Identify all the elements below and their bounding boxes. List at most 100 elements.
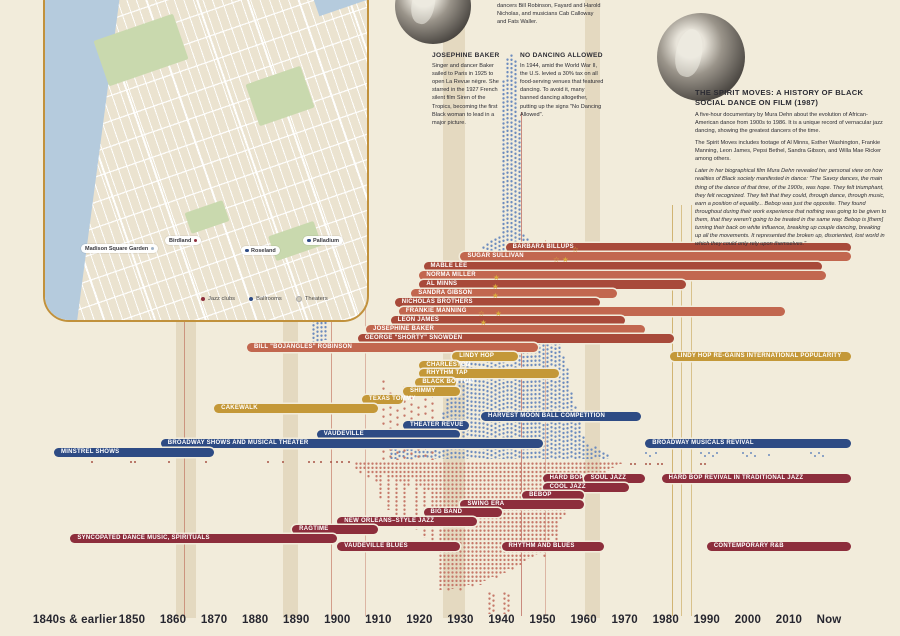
legend-dot-icon bbox=[295, 296, 302, 302]
timeline-bar-hard-bop-revival-in-traditional-jazz[interactable]: HARD BOP REVIVAL IN TRADITIONAL JAZZ bbox=[661, 474, 851, 483]
map-label-birdland[interactable]: Birdland bbox=[165, 236, 202, 245]
map-label-palladium[interactable]: Palladium bbox=[303, 236, 343, 245]
timeline-bar-cakewalk[interactable]: CAKEWALK bbox=[214, 404, 379, 413]
timeline-bar-rhythm-and-blues[interactable]: RHYTHM AND BLUES bbox=[501, 542, 605, 551]
timeline-bar-broadway-shows-and-musical-theater[interactable]: BROADWAY SHOWS AND MUSICAL THEATER bbox=[160, 439, 543, 448]
density-dot-column bbox=[542, 462, 546, 558]
density-dot-column bbox=[598, 462, 602, 477]
timeline-bar-ragtime[interactable]: RAGTIME bbox=[292, 525, 379, 534]
star-icon: ☆ bbox=[478, 309, 485, 318]
timeline-bar-vaudeville[interactable]: VAUDEVILLE bbox=[316, 430, 461, 439]
axis-tick-1960: 1960 bbox=[570, 614, 597, 626]
density-dot-column bbox=[422, 462, 426, 538]
bar-label: LINDY HOP RE-GAINS INTERNATIONAL POPULAR… bbox=[676, 353, 842, 360]
star-icon: ★ bbox=[562, 255, 569, 264]
density-dot-column bbox=[537, 250, 541, 459]
axis-tick-1950: 1950 bbox=[529, 614, 556, 626]
timeline-bar-bill-bojangles-robinson[interactable]: BILL "BOJANGLES" ROBINSON bbox=[246, 343, 539, 352]
axis-tick-2010: 2010 bbox=[775, 614, 803, 626]
venues-map[interactable]: Birdland Palladium Madison Square Garden… bbox=[43, 0, 369, 322]
timeline-bar-big-band[interactable]: BIG BAND bbox=[423, 508, 502, 517]
bar-label: NICHOLAS BROTHERS bbox=[401, 299, 473, 306]
decor-guide-line bbox=[681, 205, 682, 616]
bar-label: SYNCOPATED DANCE MUSIC, SPIRITUALS bbox=[77, 535, 210, 542]
timeline-bar-george-shorty-snowden[interactable]: GEORGE "SHORTY" SNOWDEN bbox=[357, 334, 674, 343]
axis-tick-1930: 1930 bbox=[447, 614, 474, 626]
timeline-bar-lindy-hop[interactable]: LINDY HOP bbox=[452, 352, 518, 361]
density-dot-column bbox=[594, 462, 598, 480]
bar-label: AL MINNS bbox=[426, 281, 458, 288]
density-dot bbox=[655, 452, 658, 455]
timeline-bar-swing-era[interactable]: SWING ERA bbox=[460, 500, 584, 509]
timeline-bar-minstrel-shows[interactable]: MINSTREL SHOWS bbox=[53, 448, 215, 457]
timeline-bar-charleston[interactable]: CHARLESTON bbox=[419, 361, 470, 370]
timeline-bar-norma-miller[interactable]: NORMA MILLER bbox=[419, 271, 826, 280]
timeline-bar-new-orleans-style-jazz[interactable]: NEW ORLEANS–STYLE JAZZ bbox=[337, 517, 477, 526]
density-dot-column bbox=[354, 462, 358, 470]
density-dot bbox=[700, 452, 703, 455]
timeline-bar-leon-james[interactable]: LEON JAMES bbox=[390, 316, 625, 325]
density-dot bbox=[267, 461, 270, 464]
timeline-bar-bebop[interactable]: BEBOP bbox=[522, 491, 584, 500]
timeline-bar-josephine-baker[interactable]: JOSEPHINE BAKER bbox=[366, 325, 646, 334]
density-dot-column bbox=[593, 446, 597, 459]
timeline-bar-shimmy[interactable]: SHIMMY bbox=[402, 387, 461, 396]
density-dot-column bbox=[469, 266, 473, 459]
axis-tick-1980: 1980 bbox=[652, 614, 679, 626]
bar-label: HARD BOP bbox=[549, 475, 584, 482]
decor-guide-line bbox=[365, 240, 366, 616]
timeline-bar-rhythm-tap[interactable]: RHYTHM TAP bbox=[419, 369, 559, 378]
density-dot-column bbox=[491, 594, 495, 614]
legend-dot-icon bbox=[201, 297, 205, 301]
timeline-bar-barbara-billups[interactable]: BARBARA BILLUPS bbox=[505, 243, 851, 252]
density-dot-column bbox=[614, 462, 618, 466]
timeline-bar-harvest-moon-ball-competition[interactable]: HARVEST MOON BALL COMPETITION bbox=[481, 412, 642, 421]
bar-label: FRANKIE MANNING bbox=[405, 308, 467, 315]
note-heading: THE SPIRIT MOVES: A HISTORY OF BLACK SOC… bbox=[695, 88, 864, 107]
note-body: dancers Bill Robinson, Fayard and Harold… bbox=[497, 3, 601, 26]
density-dot-column bbox=[413, 442, 417, 459]
timeline-bar-soul-jazz[interactable]: SOUL JAZZ bbox=[583, 474, 646, 483]
timeline-bar-syncopated-dance-music-spirituals[interactable]: SYNCOPATED DANCE MUSIC, SPIRITUALS bbox=[70, 534, 338, 543]
venue-dot-icon bbox=[150, 246, 155, 251]
density-dot-column bbox=[374, 462, 378, 482]
map-label-roseland[interactable]: Roseland bbox=[241, 246, 280, 255]
density-dot-column bbox=[553, 322, 557, 459]
map-label-madison-square-garden[interactable]: Madison Square Garden bbox=[81, 244, 159, 253]
timeline-bar-al-minns[interactable]: AL MINNS bbox=[419, 280, 687, 289]
timeline-bar-frankie-manning[interactable]: FRANKIE MANNING bbox=[398, 307, 785, 316]
density-dot-column bbox=[602, 462, 606, 474]
timeline-bar-sandra-gibson[interactable]: SANDRA GIBSON bbox=[411, 289, 617, 298]
bar-label: VAUDEVILLE bbox=[323, 431, 364, 438]
bar-label: CAKEWALK bbox=[221, 405, 258, 412]
bar-label: BLACK BOTTOM bbox=[422, 379, 474, 386]
note-body: A five-hour documentary by Mura Dehn abo… bbox=[695, 111, 883, 134]
timeline-bar-nicholas-brothers[interactable]: NICHOLAS BROTHERS bbox=[394, 298, 601, 307]
bar-label: THEATER REVUE bbox=[409, 422, 464, 429]
timeline-bar-contemporary-r-b[interactable]: CONTEMPORARY R&B bbox=[706, 542, 851, 551]
timeline-bar-theater-revue[interactable]: THEATER REVUE bbox=[402, 421, 469, 430]
density-dot bbox=[649, 455, 652, 458]
density-dot-column bbox=[486, 462, 490, 579]
decor-guide-line bbox=[691, 205, 692, 616]
timeline-bar-sugar-sullivan[interactable]: SUGAR SULLIVAN bbox=[460, 252, 851, 261]
timeline-bar-hard-bop[interactable]: HARD BOP bbox=[542, 474, 584, 483]
bar-label: TEXAS TOMMY bbox=[368, 396, 416, 403]
density-dot bbox=[704, 463, 707, 466]
density-dot-column bbox=[397, 446, 401, 459]
timeline-bar-black-bottom[interactable]: BLACK BOTTOM bbox=[415, 378, 474, 387]
density-dot bbox=[754, 455, 757, 458]
density-dot-column bbox=[534, 462, 538, 555]
timeline-bar-lindy-hop-re-gains-international-popularity[interactable]: LINDY HOP RE-GAINS INTERNATIONAL POPULAR… bbox=[669, 352, 851, 361]
axis-tick-1990: 1990 bbox=[693, 614, 721, 626]
timeline-bar-mable-lee[interactable]: MABLE LEE bbox=[423, 262, 822, 271]
timeline-bar-broadway-musicals-revival[interactable]: BROADWAY MUSICALS REVIVAL bbox=[645, 439, 851, 448]
timeline-bar-texas-tommy[interactable]: TEXAS TOMMY bbox=[361, 395, 415, 404]
density-dot-column bbox=[577, 422, 581, 459]
timeline-bar-vaudeville-blues[interactable]: VAUDEVILLE BLUES bbox=[337, 542, 461, 551]
timeline-bar-cool-jazz[interactable]: COOL JAZZ bbox=[542, 483, 629, 492]
density-dot-column bbox=[494, 462, 498, 579]
density-dot-column bbox=[434, 462, 438, 520]
density-dot-column bbox=[526, 462, 530, 559]
legend-dot-icon bbox=[249, 297, 254, 301]
